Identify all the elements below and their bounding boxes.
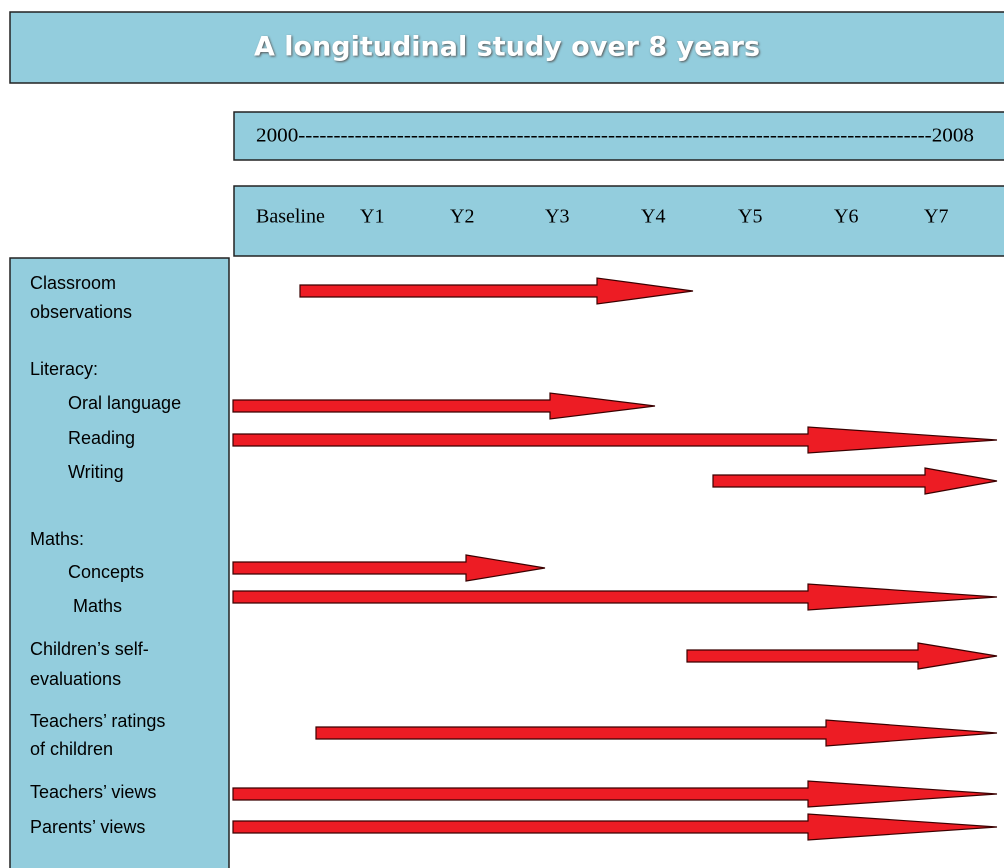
- arrow: [232, 426, 998, 454]
- measure-label: Concepts: [68, 562, 144, 582]
- measure-label: Literacy:: [30, 359, 98, 379]
- arrow: [712, 467, 998, 495]
- year-label: Y7: [924, 206, 948, 228]
- measure-label: Maths:: [30, 529, 84, 549]
- arrows: [232, 277, 998, 841]
- measure-label: Parents’ views: [30, 817, 145, 837]
- measure-label: Teachers’ views: [30, 782, 156, 802]
- arrow: [232, 554, 546, 582]
- year-label: Y1: [360, 206, 384, 228]
- arrow: [232, 392, 656, 420]
- measures: Classroom observations Literacy: Oral langu…: [30, 273, 181, 837]
- year-label: Y3: [545, 206, 569, 228]
- arrow: [232, 813, 998, 841]
- measure-label: Maths: [73, 596, 122, 616]
- year-label: Y6: [834, 206, 858, 228]
- timeline-box: [233, 111, 1004, 161]
- years-box: [233, 185, 1004, 257]
- year-label: Baseline: [256, 206, 325, 228]
- arrow: [315, 719, 998, 747]
- arrow: [686, 642, 998, 670]
- years: Baseline Y1 Y2 Y3 Y4 Y5 Y6 Y7: [256, 206, 948, 228]
- measure-label: Reading: [68, 428, 135, 448]
- measure-label: of children: [30, 739, 113, 759]
- year-label: Y2: [450, 206, 474, 228]
- measure-label: Writing: [68, 462, 124, 482]
- measures-panel: [9, 257, 230, 868]
- arrow: [232, 583, 998, 611]
- measure-label: Classroom: [30, 273, 116, 293]
- measure-label: Children’s self-: [30, 639, 149, 659]
- measure-label: evaluations: [30, 669, 121, 689]
- timeline-range: 2000------------------------------------…: [256, 125, 974, 147]
- year-label: Y5: [738, 206, 762, 228]
- title-box: [9, 11, 1004, 84]
- title: A longitudinal study over 8 years: [254, 32, 760, 63]
- measure-label: observations: [30, 302, 132, 322]
- measure-label: Oral language: [68, 393, 181, 413]
- arrow: [299, 277, 694, 305]
- arrow: [232, 780, 998, 808]
- year-label: Y4: [641, 206, 665, 228]
- measure-label: Teachers’ ratings: [30, 711, 165, 731]
